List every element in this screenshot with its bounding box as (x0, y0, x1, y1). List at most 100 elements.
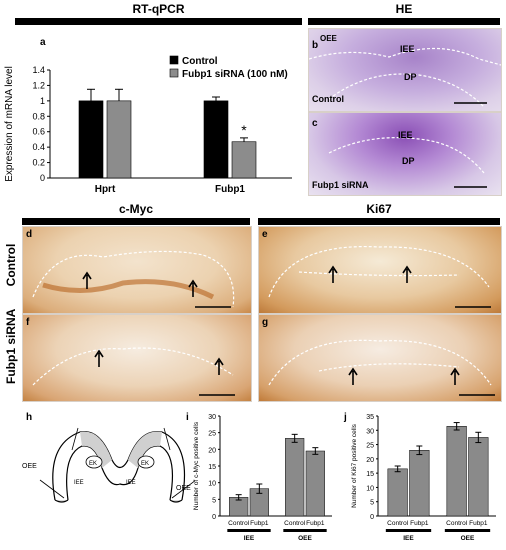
chart-a-legend-swatch-0 (169, 55, 179, 65)
chart-a-ytick-label: 0.6 (32, 127, 45, 137)
chart-i-ytick-label: 5 (212, 497, 216, 504)
ki67-header-bar (258, 218, 500, 225)
side-label-sirna: Fubp1 siRNA (4, 308, 18, 384)
chart-i-ytick-label: 10 (208, 481, 216, 488)
he-label-dp-c: DP (402, 156, 415, 166)
chart-i-group-label-0: IEE (244, 535, 255, 542)
ihc-micrograph-d (22, 226, 252, 314)
chart-j-bar-3 (468, 437, 489, 517)
chart-j-ytick-label: 30 (366, 428, 374, 435)
chart-a-xtick-label: Hprt (95, 184, 116, 195)
chart-i-group-bar-1 (283, 529, 327, 532)
diagram-iee-right: IEE (126, 480, 136, 486)
cmyc-header-bar (22, 218, 250, 225)
chart-a-bar-fubp1-sirna (231, 141, 257, 179)
chart-a-ytick-label: 0.2 (32, 158, 45, 168)
chart-i-xtick-label-0: Control (228, 520, 250, 527)
chart-a-ylabel: Expression of mRNA level (4, 66, 15, 182)
chart-j-group-bar-1 (444, 529, 491, 532)
chart-j-ytick-label: 10 (366, 485, 374, 492)
chart-j-xtick-label-3: Fubp1 (469, 520, 488, 527)
ihc-micrograph-f (22, 314, 252, 402)
chart-i: 0 5 10 15 20 25 30 Number of c-Myc positive cel… (193, 414, 332, 542)
chart-a-significance-star: * (241, 122, 247, 138)
chart-i-ytick-label: 20 (208, 447, 216, 454)
tooth-germ-diagram: OEE OEE EK EK IEE IEE (22, 427, 195, 503)
chart-a-ytick-label: 0.4 (32, 142, 45, 152)
chart-a: 0 0.2 0.4 0.6 0.8 1 1.2 1.4 Expression of mRNA l… (4, 55, 292, 195)
chart-j-bar-1 (409, 450, 430, 517)
he-label-dp: DP (404, 72, 417, 82)
chart-j-ylabel: Number of Ki67 positive cells (351, 423, 358, 508)
chart-j-ytick-label: 20 (366, 457, 374, 464)
panel-letter-b: b (312, 40, 319, 51)
chart-a-legend-swatch-1 (169, 68, 179, 78)
chart-a-legend-label-1: Fubp1 siRNA (100 nM) (182, 69, 288, 80)
panel-letter-i: i (186, 412, 189, 423)
chart-a-bar-hprt-control (78, 100, 104, 179)
chart-j-bar-2 (446, 426, 467, 517)
panel-letter-a: a (40, 37, 46, 48)
chart-i-xtick-label-2: Control (284, 520, 306, 527)
chart-i-group-label-1: OEE (298, 535, 312, 542)
he-micrograph-b (308, 28, 502, 112)
panel-letter-e: e (262, 229, 268, 240)
chart-j-ytick-label: 35 (366, 414, 374, 421)
chart-a-ytick-label: 1 (40, 96, 45, 106)
chart-j-group-label-0: IEE (403, 535, 414, 542)
he-caption-sirna: Fubp1 siRNA (312, 180, 369, 190)
he-header-bar (308, 18, 500, 25)
chart-i-xtick-label-3: Fubp1 (306, 520, 325, 527)
chart-a-ytick-label: 1.2 (32, 80, 45, 90)
chart-i-ytick-label: 25 (208, 431, 216, 438)
chart-i-ytick-label: 30 (208, 414, 216, 421)
ihc-micrograph-e (258, 226, 502, 314)
panel-letter-d: d (26, 229, 33, 240)
he-label-iee-c: IEE (398, 130, 413, 140)
panel-letter-g: g (262, 317, 269, 328)
chart-j-xtick-label-2: Control (446, 520, 468, 527)
chart-j-xtick-label-1: Fubp1 (410, 520, 429, 527)
chart-i-xtick-label-1: Fubp1 (250, 520, 269, 527)
chart-a-legend-label-0: Control (182, 56, 218, 67)
chart-j-group-bar-0 (385, 529, 432, 532)
chart-j-ytick-label: 0 (370, 514, 374, 521)
side-label-control: Control (4, 243, 18, 287)
chart-a-bar-fubp1-control (203, 100, 229, 179)
ki67-header: Ki67 (366, 202, 392, 216)
chart-a-ytick-label: 1.4 (32, 65, 45, 75)
chart-j-bar-0 (387, 468, 408, 517)
diagram-iee-left: IEE (74, 480, 84, 486)
chart-a-ytick-label: 0 (40, 173, 45, 183)
rtqpcr-header-bar (15, 18, 302, 25)
chart-j-xtick-label-0: Control (387, 520, 409, 527)
chart-i-bar-3 (305, 450, 325, 517)
cmyc-header: c-Myc (118, 202, 153, 216)
diagram-ek-right: EK (141, 461, 149, 467)
he-label-oee: OEE (320, 34, 337, 43)
diagram-ek-left: EK (89, 461, 97, 467)
chart-a-xtick-label: Fubp1 (215, 184, 245, 195)
rtqpcr-header: RT-qPCR (132, 2, 185, 16)
he-label-iee: IEE (400, 44, 415, 54)
he-header: HE (395, 2, 413, 16)
chart-j-ytick-label: 5 (370, 500, 374, 507)
chart-i-bar-2 (285, 438, 305, 517)
panel-letter-h: h (26, 412, 33, 423)
chart-i-ylabel: Number of c-Myc positive cells (193, 421, 200, 510)
chart-i-ytick-label: 0 (212, 514, 216, 521)
diagram-oee-right: OEE (176, 485, 191, 492)
chart-j-ytick-label: 15 (366, 471, 374, 478)
panel-letter-f: f (26, 317, 30, 328)
chart-a-bar-hprt-sirna (106, 100, 132, 179)
he-micrograph-c (308, 112, 502, 196)
chart-j-group-label-1: OEE (461, 535, 475, 542)
chart-a-ytick-label: 0.8 (32, 111, 45, 121)
chart-i-ytick-label: 15 (208, 464, 216, 471)
ihc-micrograph-g (258, 314, 502, 402)
diagram-oee-left: OEE (22, 463, 37, 470)
panel-letter-j: j (344, 412, 347, 423)
panel-letter-c: c (312, 118, 318, 129)
he-caption-control: Control (312, 94, 344, 104)
chart-j: 0 5 10 15 20 25 30 35 Number of Ki67 positive ce… (351, 414, 496, 542)
